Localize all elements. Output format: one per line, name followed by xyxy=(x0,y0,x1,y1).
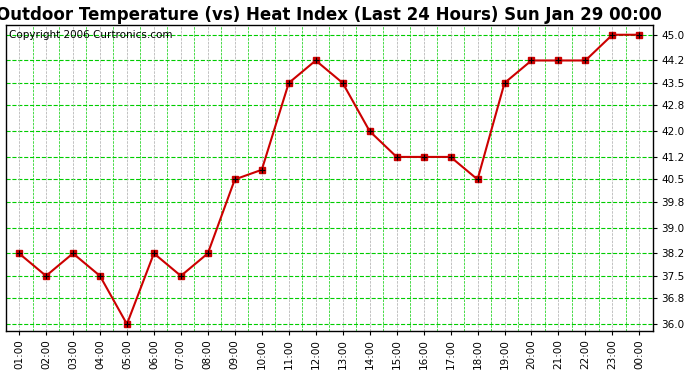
Title: Outdoor Temperature (vs) Heat Index (Last 24 Hours) Sun Jan 29 00:00: Outdoor Temperature (vs) Heat Index (Las… xyxy=(0,6,662,24)
Text: Copyright 2006 Curtronics.com: Copyright 2006 Curtronics.com xyxy=(9,30,172,40)
